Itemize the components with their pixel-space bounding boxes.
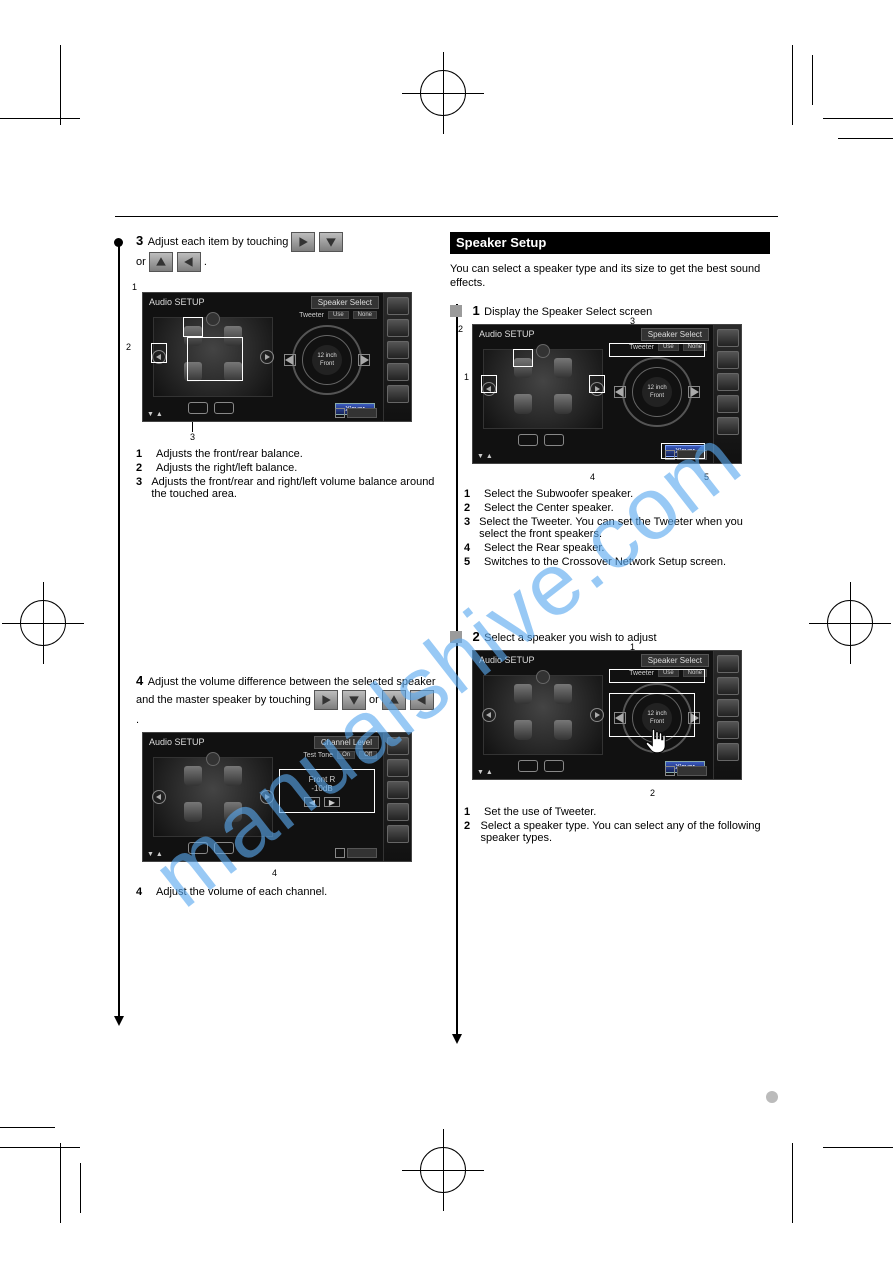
step-1: 1 Display the Speaker Select screen <box>450 302 652 320</box>
callout-2: 2 <box>126 342 131 352</box>
callout-4: 4 <box>590 472 595 482</box>
crop-mark <box>838 138 893 139</box>
arrow-down-icon <box>319 232 343 252</box>
flow-arrowhead <box>114 1016 124 1026</box>
step-text: Adjust each item by touching or . <box>136 236 343 268</box>
arrow-left-icon <box>177 252 201 272</box>
header-divider <box>115 216 778 217</box>
callout-box <box>183 317 203 337</box>
crop-mark <box>812 55 813 105</box>
section-title: Speaker Setup <box>456 235 546 250</box>
step-number: 3 <box>136 233 143 248</box>
crop-mark <box>0 118 80 119</box>
stop-icon <box>335 408 345 418</box>
callout-box <box>151 343 167 363</box>
callout-4: 4 <box>272 868 277 878</box>
step-4: 4 Adjust the volume difference between t… <box>136 672 436 728</box>
dial-left-icon <box>284 354 296 366</box>
ss-dial: 12 inchFront <box>288 321 366 399</box>
step-text: Adjust the volume difference between the… <box>136 676 436 726</box>
crop-mark <box>0 1147 80 1148</box>
crop-mark <box>792 1143 793 1223</box>
ss-title: Audio SETUP <box>149 297 205 307</box>
nav-button <box>214 402 234 414</box>
ss-title: Audio SETUP <box>149 737 205 747</box>
callout-list-2: 4Adjust the volume of each channel. <box>136 886 436 900</box>
arrow-right-icon <box>314 690 338 710</box>
ss-test-row: Test Tone On Off <box>303 751 377 759</box>
registration-mark <box>827 600 873 646</box>
screenshot-speaker-select-3: Audio SETUP Speaker Select Tweeter Use N… <box>472 650 742 780</box>
step-square-icon <box>450 305 462 317</box>
callout-1: 1 <box>132 282 137 292</box>
registration-mark <box>420 1147 466 1193</box>
hand-cursor-icon <box>643 727 671 760</box>
screenshot-channel-level: Audio SETUP Channel Level Test Tone On O… <box>142 732 412 862</box>
registration-mark <box>20 600 66 646</box>
callout-3: 3 <box>630 316 635 326</box>
callout-3: 3 <box>190 432 195 442</box>
callout-2: 2 <box>650 788 655 798</box>
flow-arrowhead <box>452 1034 462 1044</box>
callout-box <box>187 337 243 381</box>
arrow-left-icon <box>410 690 434 710</box>
flow-line <box>118 246 120 1016</box>
crop-mark <box>80 1163 81 1213</box>
nav-right-icon <box>260 350 274 364</box>
arrow-up-icon <box>149 252 173 272</box>
step-2: 2 Select a speaker you wish to adjust <box>450 628 657 646</box>
ss-bottom: ▼ ▲ <box>147 411 163 418</box>
callout-line <box>192 422 193 432</box>
step-number: 2 <box>472 629 479 644</box>
ss-seat-diagram <box>153 757 273 837</box>
right-column: Speaker Setup You can select a speaker t… <box>450 232 770 254</box>
callout-list-4: 1Set the use of Tweeter. 2Select a speak… <box>464 806 774 846</box>
section-intro: You can select a speaker type and its si… <box>450 262 770 290</box>
step-number: 4 <box>136 673 143 688</box>
callout-1: 1 <box>630 642 635 652</box>
ss-tab: Speaker Select <box>311 296 379 309</box>
crop-mark <box>823 1147 893 1148</box>
step-3: 3 Adjust each item by touching or . <box>136 232 436 272</box>
step-square-icon <box>450 631 462 643</box>
step-text: Display the Speaker Select screen <box>484 306 652 318</box>
registration-mark <box>420 70 466 116</box>
dial-right-icon <box>358 354 370 366</box>
screenshot-speaker-select-1: Audio SETUP Speaker Select Tweeter Use N… <box>142 292 412 422</box>
ss-tab: Channel Level <box>314 736 379 749</box>
step-number: 1 <box>472 303 479 318</box>
ss-tweeter-row: Tweeter Use None <box>299 311 377 319</box>
crop-mark <box>60 1143 61 1223</box>
callout-list-1: 1Adjusts the front/rear balance. 2Adjust… <box>136 448 436 502</box>
crop-mark <box>792 45 793 125</box>
arrow-right-icon <box>291 232 315 252</box>
ss-sidebar <box>383 293 411 421</box>
crop-mark <box>823 118 893 119</box>
nav-button <box>188 402 208 414</box>
arrow-buttons-group <box>149 252 201 272</box>
arrow-down-icon <box>342 690 366 710</box>
callout-5: 5 <box>704 472 709 482</box>
callout-list-3: 1Select the Subwoofer speaker. 2Select t… <box>464 488 774 570</box>
callout-2: 2 <box>458 324 463 334</box>
bottom-button <box>347 408 377 418</box>
flow-line <box>456 304 458 1034</box>
arrow-buttons-group <box>291 232 343 252</box>
callout-1: 1 <box>464 372 469 382</box>
crop-mark <box>0 1127 55 1128</box>
callout-box <box>279 769 375 813</box>
crop-mark <box>60 45 61 125</box>
page-circle <box>766 1091 778 1103</box>
arrow-up-icon <box>382 690 406 710</box>
screenshot-speaker-select-2: Audio SETUP Speaker Select Tweeter Use N… <box>472 324 742 464</box>
